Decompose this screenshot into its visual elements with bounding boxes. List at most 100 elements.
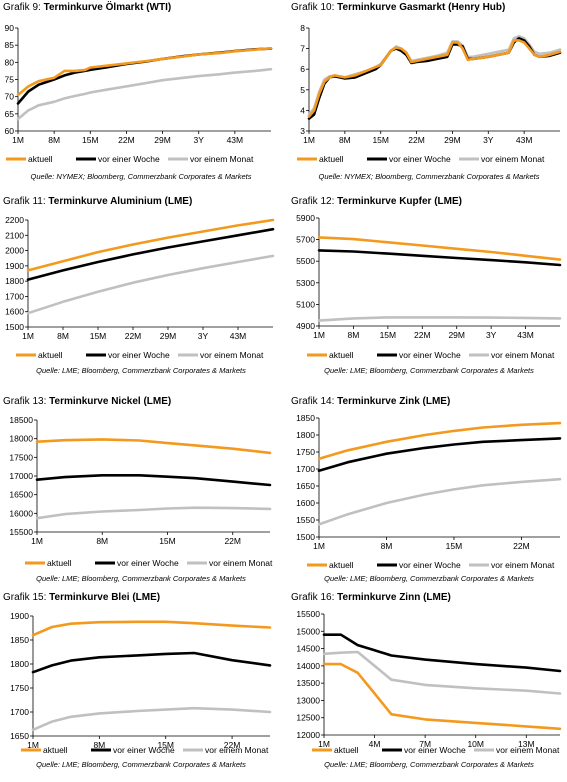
series-line-aktuell	[317, 236, 562, 261]
y-tick-label: 1800	[5, 276, 24, 286]
x-tick-label: 15M	[90, 331, 107, 341]
chart-title-text: Terminkurve Gasmarkt (Henry Hub)	[337, 2, 506, 13]
series-line-aktuell	[26, 218, 275, 272]
y-tick-label: 16500	[9, 490, 33, 500]
legend-label: vor einer Woche	[117, 558, 179, 568]
y-tick-label: 17500	[9, 452, 33, 462]
legend-label: vor einer Woche	[113, 745, 175, 755]
chart-panel-6: Grafik 14: Terminkurve Zink (LME) 1500 155…	[291, 396, 567, 586]
chart-source: Quelle: NYMEX; Bloomberg, Commerzbank Co…	[318, 172, 540, 181]
chart-title-text: Terminkurve Zink (LME)	[337, 396, 451, 407]
x-tick-label: 22M	[125, 331, 142, 341]
chart-label-prefix: Grafik 12:	[291, 196, 338, 207]
legend-label: vor einem Monat	[491, 350, 555, 360]
chart-title-text: Terminkurve Nickel (LME)	[49, 396, 172, 407]
chart-label-prefix: Grafik 16:	[291, 592, 338, 603]
x-tick-label: 15M	[82, 135, 99, 145]
legend-label: aktuell	[47, 558, 72, 568]
chart-svg: 15500 16000 16500 17000 17500 18000 18500 1M 8M 1…	[9, 415, 273, 568]
legend-label: vor einer Woche	[108, 350, 170, 360]
y-tick-label: 1750	[296, 447, 315, 457]
chart-title: Grafik 14: Terminkurve Zink (LME)	[291, 396, 450, 407]
y-tick-label: 16000	[9, 508, 33, 518]
chart-title: Grafik 13: Terminkurve Nickel (LME)	[3, 396, 171, 407]
x-tick-label: 29M	[448, 330, 465, 340]
chart-svg: 60 65 70 75 80 85 90 1M 8M 15M 22M 29M 3Y 43M aktuell v…	[5, 23, 273, 164]
chart-svg: 3 4 5 6 7 8 1M 8M 15M 22M 29M 3Y 43M aktuell vor einer…	[297, 23, 562, 164]
x-tick-label: 1M	[31, 536, 43, 546]
legend-label: aktuell	[329, 560, 354, 570]
chart-panel-5: Grafik 13: Terminkurve Nickel (LME) 15500…	[3, 396, 283, 586]
chart-title-text: Terminkurve Zinn (LME)	[337, 592, 451, 603]
x-tick-label: 8M	[348, 330, 360, 340]
legend-label: aktuell	[43, 745, 68, 755]
chart-panel-2: Grafik 10: Terminkurve Gasmarkt (Henry H…	[291, 2, 567, 192]
series-line-vor-einer-woche	[322, 633, 562, 673]
legend-label: vor einem Monat	[209, 558, 273, 568]
chart-svg: 1500 1600 1700 1800 1900 2000 2100 2200 1M 8M 15M 2…	[5, 215, 275, 360]
x-tick-label: 8M	[93, 740, 105, 750]
y-tick-label: 14500	[296, 644, 320, 654]
series-line-vor-einem-monat	[322, 650, 562, 695]
y-tick-label: 2100	[5, 230, 24, 240]
y-tick-label: 5300	[296, 278, 315, 288]
chart-label-prefix: Grafik 9:	[3, 2, 44, 13]
x-tick-label: 43M	[230, 331, 247, 341]
chart-title-text: Terminkurve Blei (LME)	[49, 592, 161, 603]
x-tick-label: 22M	[408, 135, 425, 145]
y-tick-label: 18000	[9, 434, 33, 444]
chart-title-text: Terminkurve Aluminium (LME)	[48, 196, 193, 207]
x-tick-label: 1M	[22, 331, 34, 341]
x-tick-label: 15M	[159, 536, 176, 546]
y-tick-label: 15500	[9, 527, 33, 537]
legend-label: vor einer Woche	[404, 745, 466, 755]
chart-label-prefix: Grafik 14:	[291, 396, 338, 407]
chart-label-prefix: Grafik 11:	[3, 196, 49, 207]
series-line-vor-einem-monat	[26, 254, 275, 315]
y-tick-label: 60	[5, 126, 15, 136]
x-tick-label: 43M	[227, 135, 244, 145]
chart-svg: 1650 1700 1750 1800 1850 1900 1M 8M 15M 22M aktuel…	[10, 611, 272, 755]
series-line-aktuell	[317, 421, 562, 461]
x-tick-label: 1M	[313, 541, 325, 551]
chart-label-prefix: Grafik 13:	[3, 396, 50, 407]
x-tick-label: 10M	[467, 739, 484, 749]
chart-svg: 1500 1550 1600 1650 1700 1750 1800 1850 1M 8M 15M 2…	[296, 413, 562, 570]
series-line-vor-einem-monat	[307, 34, 562, 116]
chart-source: Quelle: LME; Bloomberg, Commerzbank Corp…	[324, 366, 534, 375]
y-tick-label: 1600	[5, 307, 24, 317]
x-tick-label: 22M	[118, 135, 135, 145]
series-line-vor-einer-woche	[35, 474, 272, 487]
chart-label-prefix: Grafik 15:	[3, 592, 50, 603]
x-tick-label: 8M	[48, 135, 60, 145]
x-tick-label: 4M	[369, 739, 381, 749]
x-tick-label: 15M	[380, 330, 397, 340]
y-tick-label: 5700	[296, 235, 315, 245]
y-tick-label: 18500	[9, 415, 33, 425]
legend-label: vor einem Monat	[496, 745, 560, 755]
y-tick-label: 12500	[296, 713, 320, 723]
series-line-vor-einem-monat	[317, 316, 562, 322]
x-tick-label: 13M	[518, 739, 535, 749]
x-tick-label: 1M	[12, 135, 24, 145]
chart-svg: 12000 12500 13000 13500 14000 14500 15000 15500…	[296, 609, 562, 755]
x-tick-label: 15M	[372, 135, 389, 145]
chart-title-text: Terminkurve Ölmarkt (WTI)	[43, 2, 172, 13]
chart-title: Grafik 15: Terminkurve Blei (LME)	[3, 592, 160, 603]
series-line-aktuell	[35, 438, 272, 455]
y-tick-label: 1550	[296, 515, 315, 525]
x-tick-label: 15M	[157, 740, 174, 750]
y-tick-label: 90	[5, 23, 15, 33]
y-tick-label: 5100	[296, 299, 315, 309]
chart-title: Grafik 11: Terminkurve Aluminium (LME)	[3, 196, 192, 207]
chart-panel-3: Grafik 11: Terminkurve Aluminium (LME) 15…	[3, 196, 283, 386]
series-line-aktuell	[31, 620, 272, 637]
y-tick-label: 3	[300, 126, 305, 136]
chart-source: Quelle: NYMEX; Bloomberg, Commerzbank Co…	[30, 172, 252, 181]
series-line-vor-einem-monat	[35, 506, 272, 520]
y-tick-label: 1850	[296, 413, 315, 423]
y-tick-label: 1750	[10, 683, 29, 693]
series-line-vor-einem-monat	[317, 477, 562, 526]
series-line-vor-einer-woche	[26, 227, 275, 281]
y-tick-label: 15500	[296, 609, 320, 619]
